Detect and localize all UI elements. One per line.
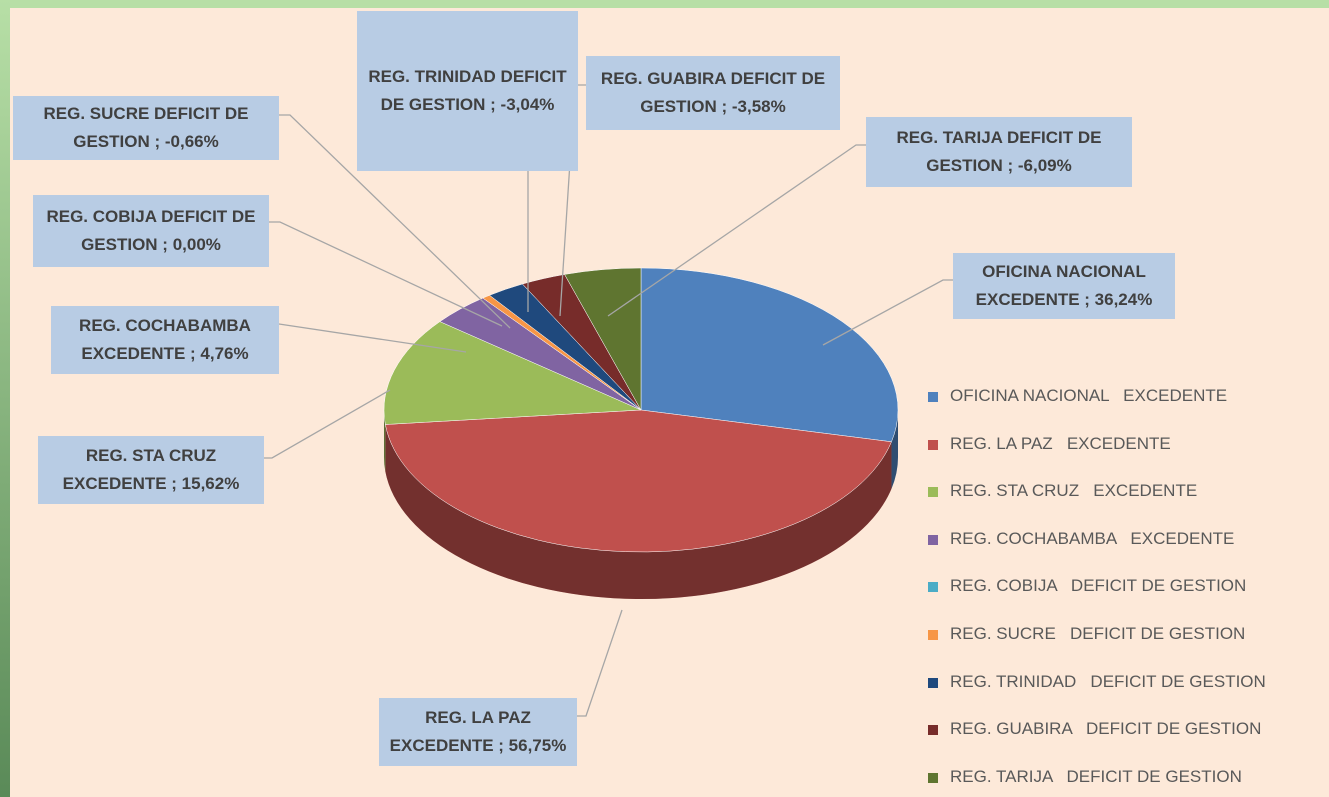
leader-line [607, 144, 866, 317]
leader-line [577, 609, 623, 717]
legend-swatch [928, 392, 938, 402]
legend-swatch [928, 534, 938, 545]
legend-label: REG. COBIJA DEFICIT DE GESTION [950, 576, 1247, 596]
legend-label: REG. GUABIRA DEFICIT DE GESTION [950, 719, 1262, 739]
leader-line [279, 114, 511, 329]
data-label: REG. GUABIRA DEFICIT DE GESTION ; -3,58% [586, 56, 840, 130]
data-label: REG. STA CRUZ EXCEDENTE ; 15,62% [38, 436, 264, 504]
pie-side-shade [384, 410, 386, 472]
legend-label: REG. COCHABAMBA EXCEDENTE [950, 528, 1235, 548]
data-label: REG. LA PAZ EXCEDENTE ; 56,75% [379, 698, 577, 766]
leader-line [822, 279, 953, 346]
legend-swatch [928, 630, 938, 640]
leader-line [264, 389, 391, 459]
data-label: REG. COCHABAMBA EXCEDENTE ; 4,76% [51, 306, 279, 374]
data-label: REG. TRINIDAD DEFICIT DE GESTION ; -3,04… [357, 11, 578, 171]
frame [0, 0, 10, 797]
legend-label: REG. SUCRE DEFICIT DE GESTION [950, 624, 1246, 643]
legend-label: REG. TARIJA DEFICIT DE GESTION [950, 766, 1242, 786]
legend-swatch [928, 582, 938, 593]
legend-swatch [928, 439, 938, 450]
legend-label: REG. LA PAZ EXCEDENTE [950, 433, 1171, 453]
pie-slice [385, 409, 892, 553]
pie-slice [564, 267, 642, 411]
pie-side-shade [891, 410, 898, 489]
data-label: REG. COBIJA DEFICIT DE GESTION ; 0,00% [33, 195, 269, 267]
pie-side [385, 424, 892, 599]
legend-swatch [928, 487, 938, 498]
data-label: REG. SUCRE DEFICIT DE GESTION ; -0,66% [13, 96, 279, 160]
leader-line [278, 323, 467, 353]
legend-label: REG. STA CRUZ EXCEDENTE [950, 481, 1198, 501]
legend-swatch [928, 725, 938, 736]
legend-swatch [928, 772, 938, 783]
pie-slice [640, 267, 899, 443]
data-label: OFICINA NACIONAL EXCEDENTE ; 36,24% [953, 253, 1175, 319]
legend-swatch [928, 677, 938, 688]
leader-line [269, 221, 503, 327]
pie-side-shade [385, 424, 892, 599]
pie-slice [383, 321, 642, 425]
pie-side [891, 410, 898, 489]
frame [0, 0, 1329, 8]
pie-side [384, 410, 386, 472]
data-label: REG. TARIJA DEFICIT DE GESTION ; -6,09% [866, 117, 1132, 187]
legend-label: OFICINA NACIONAL EXCEDENTE [950, 386, 1228, 405]
legend-label: REG. TRINIDAD DEFICIT DE GESTION [950, 671, 1266, 691]
